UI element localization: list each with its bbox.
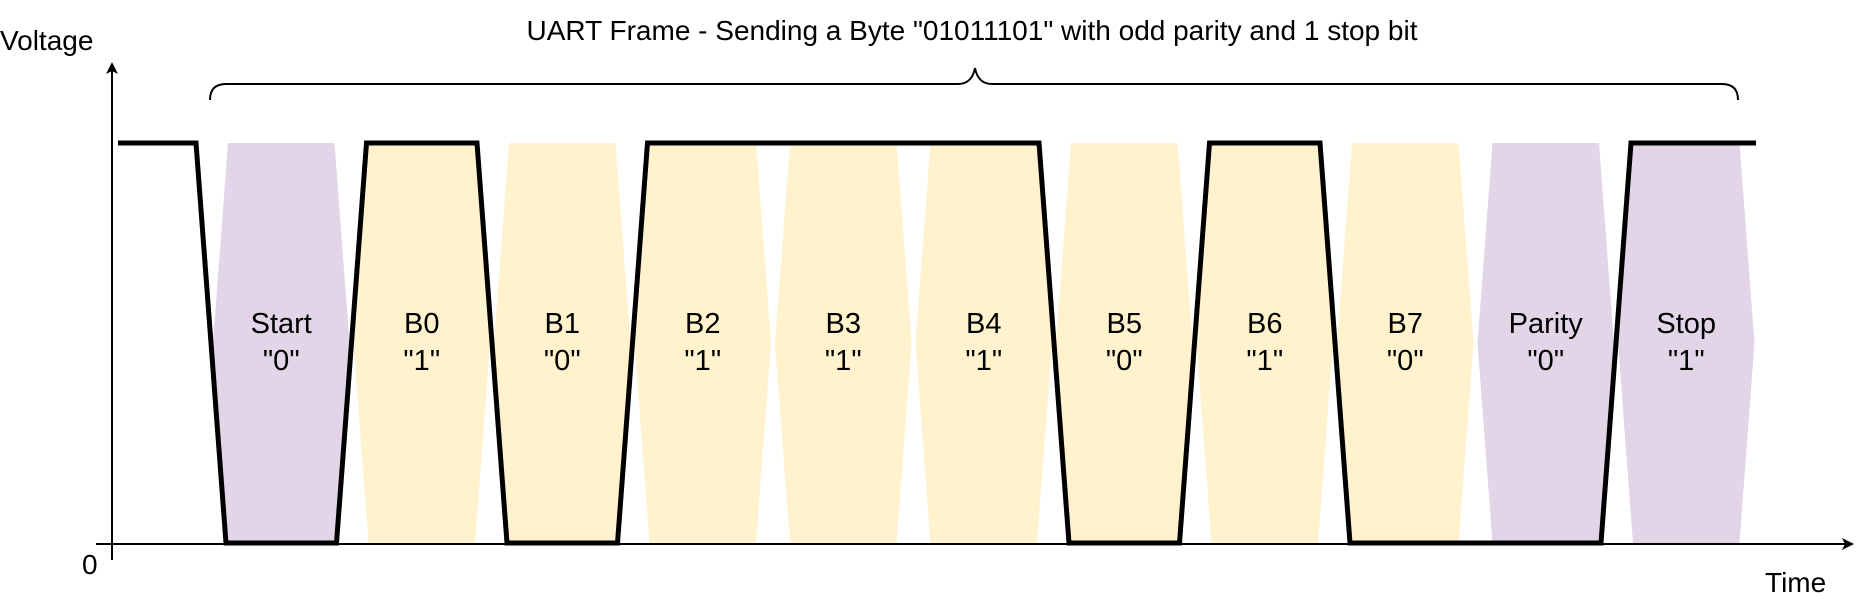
bit-name-b5: B5 [1107, 308, 1142, 340]
bit-name-b3: B3 [826, 308, 861, 340]
bit-cell-b5 [1056, 143, 1193, 543]
bit-cell-start [213, 143, 350, 543]
x-axis-label: Time [1765, 567, 1826, 598]
bit-name-b7: B7 [1388, 308, 1423, 340]
bit-cell-b6 [1196, 143, 1333, 543]
frame-bracket [209, 67, 1739, 101]
bit-value-parity: "0" [1527, 345, 1564, 377]
bit-value-stop: "1" [1668, 345, 1705, 377]
bit-cells [213, 143, 1755, 543]
bit-value-b4: "1" [965, 345, 1002, 377]
bit-value-b3: "1" [825, 345, 862, 377]
bit-name-b1: B1 [545, 308, 580, 340]
bit-name-start: Start [251, 308, 312, 340]
bit-name-b2: B2 [685, 308, 720, 340]
bit-value-b2: "1" [684, 345, 721, 377]
bit-value-b0: "1" [403, 345, 440, 377]
bit-cell-b2 [634, 143, 771, 543]
y-axis-label: Voltage [0, 25, 93, 56]
bit-value-b6: "1" [1246, 345, 1283, 377]
bit-value-start: "0" [263, 345, 300, 377]
bit-value-b7: "0" [1387, 345, 1424, 377]
bit-cell-b0 [353, 143, 490, 543]
origin-label: 0 [82, 549, 98, 580]
bit-cell-b7 [1337, 143, 1474, 543]
bit-value-b1: "0" [544, 345, 581, 377]
bit-cell-b4 [915, 143, 1052, 543]
bit-cell-b1 [494, 143, 631, 543]
bit-name-b6: B6 [1247, 308, 1282, 340]
bit-name-parity: Parity [1509, 308, 1584, 340]
bit-value-b5: "0" [1106, 345, 1143, 377]
bit-name-b0: B0 [404, 308, 439, 340]
bit-name-b4: B4 [966, 308, 1001, 340]
bit-name-stop: Stop [1656, 308, 1716, 340]
bit-cell-b3 [775, 143, 912, 543]
bit-cell-stop [1618, 143, 1755, 543]
diagram-title: UART Frame - Sending a Byte "01011101" w… [527, 15, 1418, 46]
bit-cell-parity [1477, 143, 1614, 543]
bit-labels: Start "0" B0 "1" B1 "0" B2 "1" B3 "1" B4 "1" B5 "0" B6… [251, 308, 1716, 377]
